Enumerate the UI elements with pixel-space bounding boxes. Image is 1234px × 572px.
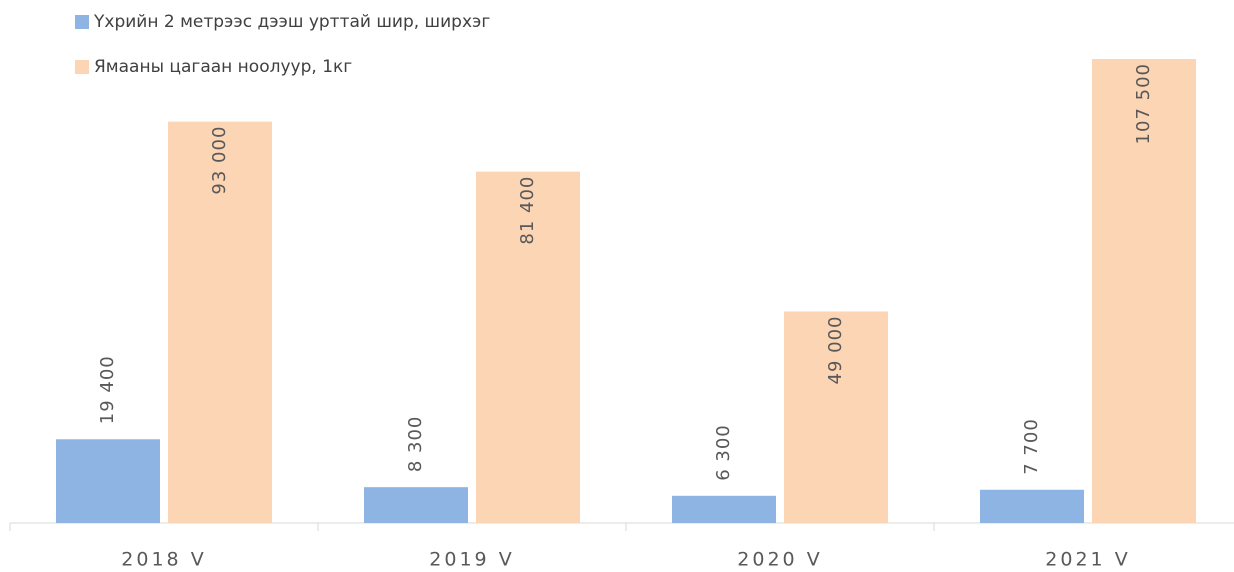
data-label: 49 000 <box>825 316 846 385</box>
bar <box>56 439 160 523</box>
x-tick-label: 2021 V <box>1045 549 1130 571</box>
x-tick-label: 2019 V <box>429 549 514 571</box>
legend-label: Ямааны цагаан ноолуур, 1кг <box>94 57 352 77</box>
data-label: 107 500 <box>1133 63 1154 144</box>
legend-label: Үхрийн 2 метрээс дээш урттай шир, ширхэг <box>93 12 490 32</box>
data-label: 6 300 <box>713 424 734 481</box>
data-label: 93 000 <box>209 126 230 195</box>
bar <box>1092 59 1196 523</box>
bar <box>980 489 1084 523</box>
legend-swatch <box>75 60 89 74</box>
legend-swatch <box>75 15 89 29</box>
bar <box>672 495 776 523</box>
data-label: 8 300 <box>405 416 426 473</box>
bar <box>784 311 888 523</box>
data-label: 7 700 <box>1021 418 1042 475</box>
x-tick-label: 2020 V <box>737 549 822 571</box>
x-tick-label: 2018 V <box>121 549 206 571</box>
data-label: 19 400 <box>97 355 118 424</box>
data-label: 81 400 <box>517 176 538 245</box>
bar <box>168 121 272 523</box>
bar <box>364 487 468 523</box>
bar <box>476 171 580 523</box>
